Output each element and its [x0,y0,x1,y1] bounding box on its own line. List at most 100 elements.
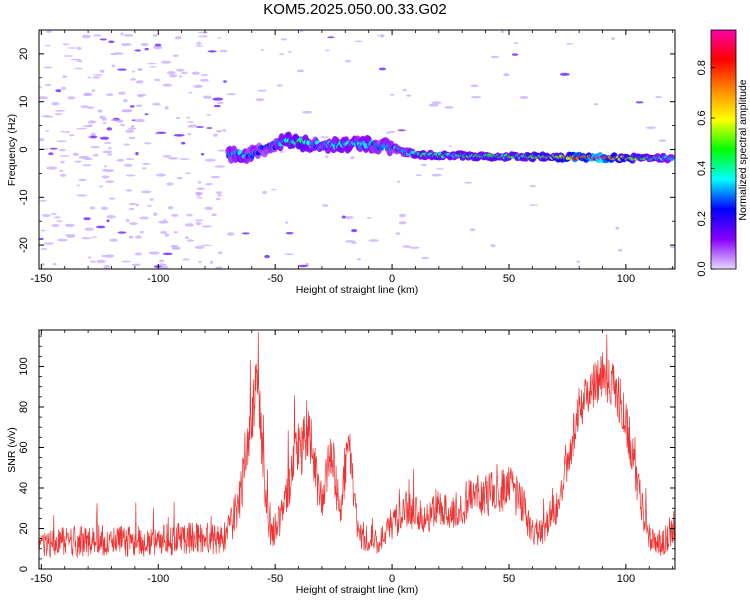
noise-speckle [92,76,101,79]
noise-speckle [46,30,52,34]
spectrogram-x-tick-label: -50 [267,273,283,285]
noise-speckle [40,263,45,266]
noise-speckle [389,130,396,133]
noise-speckle [95,225,106,229]
noise-speckle [193,84,203,89]
noise-speckle [216,194,223,197]
spectrogram-y-tick-label: 20 [18,48,30,60]
noise-speckle [39,237,44,241]
noise-speckle [119,123,125,127]
noise-speckle [117,68,127,71]
noise-speckle [215,266,223,269]
noise-speckle [500,30,504,34]
noise-speckle [198,260,202,264]
noise-speckle [350,156,355,160]
noise-speckle [135,104,143,107]
noise-speckle [511,53,519,56]
noise-speckle [149,198,154,201]
noise-speckle [159,263,165,266]
snr-x-tick-label: 0 [389,573,395,585]
noise-speckle [128,202,137,206]
noise-speckle [171,214,179,217]
noise-speckle [260,49,264,52]
noise-speckle [324,155,329,159]
noise-speckle [78,178,87,182]
noise-speckle [59,169,64,172]
noise-speckle [39,199,48,202]
noise-speckle [325,49,330,52]
noise-speckle [61,86,67,90]
noise-speckle [89,206,96,210]
noise-speckle [103,141,112,145]
noise-speckle [87,120,97,124]
noise-speckle [343,215,354,220]
noise-speckle [39,86,43,89]
noise-speckle [108,197,116,200]
noise-speckle [130,78,137,81]
noise-speckle [54,109,66,112]
noise-speckle [158,220,169,224]
noise-speckle [152,46,163,50]
noise-speckle [402,245,411,248]
noise-speckle [124,163,133,167]
colorbar-ticks: 0.0 0.2 0.4 0.6 0.8 [696,60,715,277]
noise-speckle [163,219,167,221]
noise-speckle [148,251,160,255]
noise-speckle [368,239,379,242]
noise-speckle [84,227,94,231]
colorbar-tick-label: 0.0 [696,261,708,276]
noise-speckle [99,136,110,140]
noise-speckle [99,38,107,41]
noise-speckle [44,44,51,47]
noise-speckle [134,252,143,256]
noise-speckle [257,89,267,92]
noise-speckle [187,132,192,136]
noise-speckle [116,158,125,162]
noise-speckle [195,126,205,128]
noise-speckle [271,188,277,191]
noise-speckle [63,55,74,57]
noise-speckle [67,96,76,100]
noise-speckle [397,129,406,132]
noise-speckle [168,74,178,78]
noise-speckle [40,229,46,232]
noise-speckle [137,67,143,72]
noise-speckle [402,88,407,92]
noise-speckle [125,218,130,223]
noise-speckle [302,110,313,114]
spectrogram-x-label: Height of straight line (km) [296,284,419,296]
noise-speckle [123,33,134,37]
noise-speckle [105,93,114,97]
noise-speckle [444,105,454,109]
noise-speckle [163,263,167,267]
noise-speckle [327,36,335,39]
noise-speckle [139,216,150,220]
noise-speckle [43,66,53,69]
noise-speckle [131,70,136,73]
noise-speckle [166,71,176,75]
spectrogram-x-tick-label: 100 [617,273,635,285]
spectrogram-y-ticks: -20 -10 0 10 20 [18,29,675,270]
noise-speckle [108,147,112,150]
noise-speckle [99,69,105,73]
echo-cell [669,157,674,161]
noise-speckle [111,64,115,68]
noise-speckle [618,248,623,252]
noise-speckle [215,129,222,133]
snr-y-tick-label: 20 [18,522,30,534]
snr-y-tick-label: 100 [18,357,30,375]
colorbar-gradient [710,29,737,270]
chart-title: KOM5.2025.050.00.33.G02 [263,1,446,18]
noise-speckle [212,97,224,101]
noise-speckle [196,196,204,199]
noise-speckle [110,119,119,122]
noise-speckle [74,67,83,70]
noise-speckle [276,84,283,87]
snr-x-tick-label: 50 [503,573,515,585]
noise-speckle [341,215,346,219]
noise-speckle [431,101,442,105]
colorbar: 0.0 0.2 0.4 0.6 0.8 Normalized spectral ampl… [696,29,749,277]
noise-speckle [106,219,110,223]
noise-speckle [366,217,372,219]
noise-speckle [129,105,135,108]
